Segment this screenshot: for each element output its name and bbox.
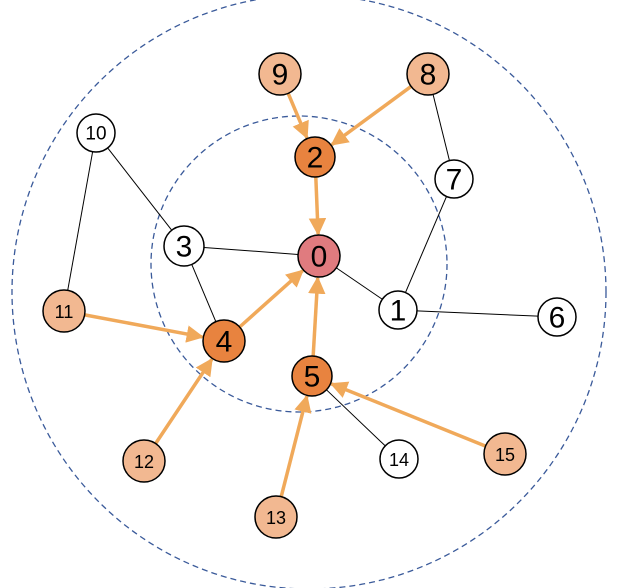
node-4-label: 4 [216,326,233,359]
arrow-15-to-5 [329,381,487,448]
node-15: 15 [483,432,527,476]
node-0: 0 [297,234,341,278]
arrow-13-to-5 [279,394,312,498]
node-2-label: 2 [307,142,324,175]
node-0-circle [297,234,341,278]
node-13-label: 13 [266,508,286,528]
node-14-label: 14 [389,450,409,470]
node-12-circle [122,439,166,483]
node-3-label: 3 [176,231,193,264]
node-7-label: 7 [446,164,463,197]
node-6: 6 [537,297,577,337]
node-7: 7 [434,159,474,199]
node-2-circle [294,136,336,178]
node-11-circle [42,289,86,333]
node-5-circle [291,355,333,397]
node-9-circle [258,52,302,96]
arrow-5-to-0 [308,276,326,357]
node-4: 4 [202,319,246,363]
node-8: 8 [406,52,450,96]
outer-ring [11,0,607,588]
node-8-label: 8 [420,59,437,92]
node-11: 11 [42,289,86,333]
edge-3-10 [107,147,173,231]
node-12: 12 [122,439,166,483]
node-0-label: 0 [311,241,328,274]
node-10-circle [76,113,116,153]
node-15-label: 15 [495,445,515,465]
node-14-circle [379,439,419,479]
arrow-12-to-4 [154,357,214,445]
edge-7-8 [432,94,450,161]
edge-5-14 [326,389,386,447]
node-10: 10 [76,113,116,153]
arrow-8-to-2 [330,85,413,146]
node-6-label: 6 [549,302,566,335]
node-12-label: 12 [134,452,154,472]
node-2: 2 [294,136,336,178]
arrow-2-to-0 [308,176,327,236]
node-1: 1 [378,290,418,330]
edge-3-4 [191,264,217,322]
node-1-label: 1 [390,295,407,328]
node-11-label: 11 [55,302,74,322]
arrow-9-to-2 [286,92,309,140]
edge-10-11 [67,151,94,291]
node-5-label: 5 [304,361,321,394]
node-4-circle [202,319,246,363]
arrow-4-to-0 [238,269,304,329]
node-9: 9 [258,52,302,96]
edge-3-0 [203,246,299,255]
node-5: 5 [291,355,333,397]
node-8-circle [406,52,450,96]
edge-1-7 [405,196,447,293]
node-13-circle [254,495,298,539]
arrows-layer [84,85,487,498]
node-9-label: 9 [272,59,289,92]
node-10-label: 10 [85,124,106,145]
node-15-circle [483,432,527,476]
node-6-circle [537,297,577,337]
edge-0-1 [336,267,383,300]
node-13: 13 [254,495,298,539]
node-3-circle [163,225,205,267]
node-7-circle [434,159,474,199]
arrow-11-to-4 [84,313,205,343]
node-14: 14 [379,439,419,479]
edges-layer [67,94,539,447]
edge-1-6 [416,310,539,317]
node-3: 3 [163,225,205,267]
node-1-circle [378,290,418,330]
